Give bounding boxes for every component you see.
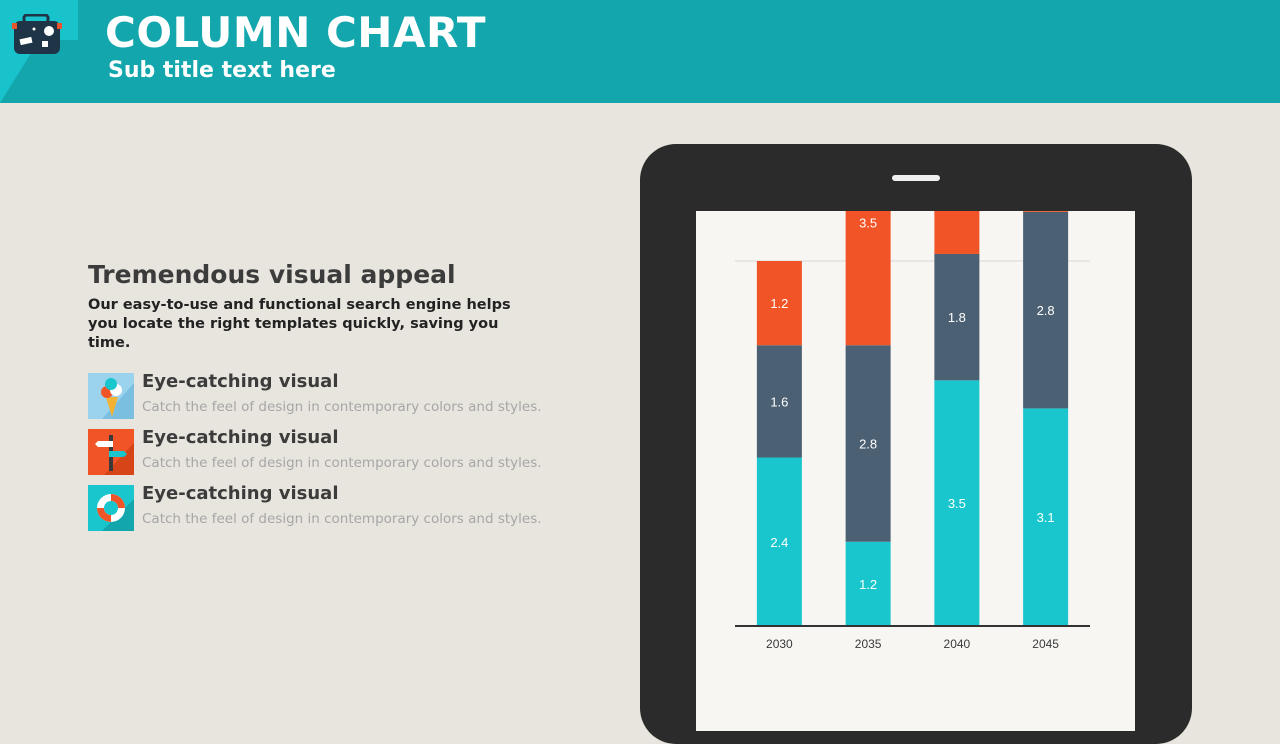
bar-segment [845,541,891,626]
data-label: 1.6 [770,394,788,409]
bar-segment [934,211,980,254]
section-heading: Tremendous visual appeal [88,260,456,289]
bar-segment [934,253,980,381]
feature-description: Catch the feel of design in contemporary… [142,511,542,527]
signpost-icon [88,429,134,475]
feature-item: Eye-catching visual Catch the feel of de… [88,483,568,533]
data-label: 1.2 [770,296,788,311]
ice-cream-icon [88,373,134,419]
header-bar [0,0,1280,103]
data-label: 1.8 [948,310,966,325]
feature-title: Eye-catching visual [142,427,339,448]
data-label: 2.8 [1037,303,1055,318]
bar-segment [1023,211,1069,212]
feature-title: Eye-catching visual [142,483,339,504]
bar-segment [756,345,802,458]
page-title: COLUMN CHART [105,8,487,57]
bar-segment [1023,408,1069,626]
data-label: 2.4 [770,535,788,550]
bar-segment [1023,211,1069,409]
bar-segment [756,261,802,346]
feature-description: Catch the feel of design in contemporary… [142,455,542,471]
data-label: 3.5 [948,496,966,511]
bar-segment [845,211,891,346]
suitcase-icon [12,14,62,54]
section-description: Our easy-to-use and functional search en… [88,297,511,351]
x-tick-label: 2035 [855,637,882,651]
bar-segment [934,380,980,626]
tablet-screen: 2.41.61.220301.22.83.520353.51.82.920403… [696,211,1135,731]
tablet-speaker [892,175,940,181]
feature-item: Eye-catching visual Catch the feel of de… [88,371,568,421]
data-label: 3.5 [859,215,877,230]
x-tick-label: 2040 [944,637,971,651]
stacked-column-chart: 2.41.61.220301.22.83.520353.51.82.920403… [735,211,1090,651]
bar-segment [756,457,802,626]
x-tick-label: 2030 [766,637,793,651]
feature-title: Eye-catching visual [142,371,339,392]
x-tick-label: 2045 [1032,637,1059,651]
page-subtitle: Sub title text here [108,58,336,83]
bar-segment [845,345,891,542]
feature-description: Catch the feel of design in contemporary… [142,399,542,415]
data-label: 1.2 [859,577,877,592]
lifebuoy-icon [88,485,134,531]
data-label: 3.1 [1037,510,1055,525]
feature-item: Eye-catching visual Catch the feel of de… [88,427,568,477]
data-label: 2.8 [859,437,877,452]
